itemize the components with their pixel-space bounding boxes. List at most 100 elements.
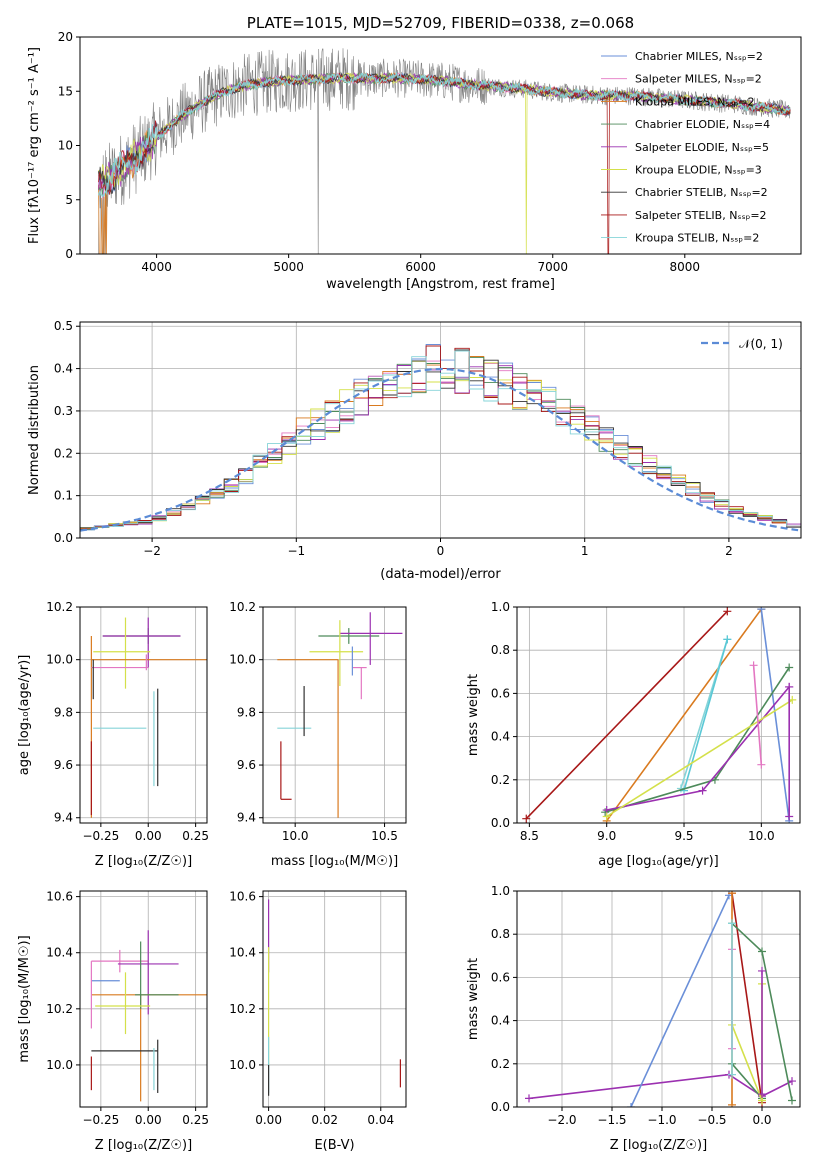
residuals-chart: −2 −1 0 1 2 0.0 0.1 0.2 0.3 0.4 0.5 𝒩(0, 1) (data-mo… bbox=[27, 319, 802, 582]
weight-vs-age-xtick-label: 9.5 bbox=[674, 829, 693, 843]
mass-weight-line bbox=[731, 1024, 763, 1101]
age-vs-Z-xtick-label: 0.00 bbox=[135, 829, 162, 843]
plus-marker bbox=[723, 635, 732, 644]
model-spectrum-line bbox=[98, 72, 791, 200]
weight-vs-Z-plot-area bbox=[517, 891, 800, 1107]
mass-vs-ebv-ytick-label: 10.4 bbox=[229, 946, 256, 960]
plus-marker bbox=[758, 1090, 766, 1099]
weight-vs-age-chart: 8.5 9.0 9.5 10.0 0.0 0.2 0.4 0.6 0.8 1.0 age [log₁… bbox=[466, 600, 801, 869]
age-vs-mass-xtick-label: 10.0 bbox=[282, 829, 309, 843]
mass-vs-Z-ytick-label: 10.6 bbox=[46, 890, 73, 904]
legend-entry: Chabrier MILES, Nₛₛₚ=2 bbox=[635, 50, 763, 63]
weight-vs-Z-ytick-label: 0.4 bbox=[491, 1014, 510, 1028]
spectrum-ytick-label: 15 bbox=[58, 84, 73, 98]
plus-marker bbox=[525, 1094, 533, 1103]
weight-vs-Z-ytick-label: 0.8 bbox=[491, 927, 510, 941]
mass-vs-Z-xtick-label: −0.25 bbox=[82, 1113, 119, 1127]
mass-vs-Z-ytick-label: 10.2 bbox=[46, 1002, 73, 1016]
plus-marker bbox=[758, 947, 766, 956]
mass-vs-ebv-chart: 0.00 0.02 0.04 10.0 10.2 10.4 10.6 E(B-V) bbox=[229, 890, 407, 1153]
error-bar-point bbox=[95, 972, 151, 1035]
residuals-frame bbox=[79, 321, 802, 539]
model-spectrum-line bbox=[98, 71, 791, 197]
age-vs-Z-frame bbox=[79, 606, 208, 824]
age-vs-mass-chart: 10.0 10.5 9.4 9.6 9.8 10.0 10.2 mass [log₁₀(M/M… bbox=[229, 600, 407, 869]
spectrum-plot-area bbox=[97, 48, 791, 254]
mass-vs-ebv-plot-area bbox=[263, 891, 406, 1107]
legend-entry: Kroupa MILES, Nₛₛₚ=2 bbox=[635, 95, 755, 108]
residuals-ytick-label: 0.4 bbox=[54, 362, 73, 376]
residuals-ytick-label: 0.2 bbox=[54, 446, 73, 460]
plus-marker bbox=[785, 812, 794, 821]
plus-marker bbox=[522, 814, 531, 823]
mass-weight-line bbox=[525, 610, 728, 820]
age-vs-Z-xtick-label: −0.25 bbox=[82, 829, 119, 843]
plus-marker bbox=[728, 1100, 736, 1107]
plus-marker bbox=[749, 661, 758, 670]
legend-entry: Chabrier STELIB, Nₛₛₚ=2 bbox=[635, 186, 768, 199]
weight-vs-Z-xtick-label: −0.5 bbox=[697, 1113, 726, 1127]
age-vs-Z-ytick-label: 10.2 bbox=[46, 600, 73, 614]
legend-entry: Salpeter STELIB, Nₛₛₚ=2 bbox=[635, 209, 767, 222]
mass-vs-ebv-xtick-label: 0.04 bbox=[367, 1113, 394, 1127]
age-vs-mass-xlabel: mass [log₁₀(M/M☉)] bbox=[271, 854, 398, 869]
mass-vs-Z-xtick-label: 0.00 bbox=[135, 1113, 162, 1127]
spectrum-xlabel: wavelength [Angstrom, rest frame] bbox=[326, 277, 555, 292]
mass-weight-line bbox=[606, 608, 762, 822]
mass-weight-line bbox=[683, 639, 729, 791]
age-vs-mass-ytick-label: 10.2 bbox=[229, 600, 256, 614]
plus-marker bbox=[757, 760, 766, 769]
mass-vs-Z-plot-area bbox=[80, 891, 207, 1107]
error-bar-point bbox=[277, 659, 339, 818]
age-vs-Z-xtick-label: 0.25 bbox=[182, 829, 209, 843]
weight-vs-Z-xtick-label: 0.0 bbox=[752, 1113, 771, 1127]
mass-weight-line bbox=[630, 894, 730, 1107]
spectrum-ytick-label: 10 bbox=[58, 139, 73, 153]
mass-vs-ebv-xtick-label: 0.00 bbox=[255, 1113, 282, 1127]
mass-vs-ebv-frame bbox=[262, 890, 407, 1108]
mass-vs-ebv-ytick-label: 10.2 bbox=[229, 1002, 256, 1016]
plus-marker bbox=[728, 1070, 736, 1079]
plus-marker bbox=[785, 682, 794, 691]
residuals-ytick-label: 0.1 bbox=[54, 489, 73, 503]
weight-vs-age-xlabel: age [log₁₀(age/yr)] bbox=[598, 854, 719, 869]
spectrum-frame bbox=[79, 36, 802, 255]
error-bar-point bbox=[93, 617, 151, 689]
residuals-xtick-label: −1 bbox=[287, 544, 305, 558]
weight-vs-Z-chart: −2.0 −1.5 −1.0 −0.5 0.0 0.0 0.2 0.4 0.6 0.8 1.0 Z [… bbox=[466, 884, 801, 1153]
mass-weight-line bbox=[606, 699, 793, 818]
error-bar-point bbox=[280, 741, 292, 800]
mass-vs-Z-xlabel: Z [log₁₀(Z/Z☉)] bbox=[95, 1138, 192, 1153]
spectrum-xtick-label: 7000 bbox=[537, 260, 568, 274]
weight-vs-age-xtick-label: 10.0 bbox=[748, 829, 775, 843]
mass-vs-Z-ylabel: mass [log₁₀(M/M☉)] bbox=[17, 935, 32, 1062]
spectrum-ytick-label: 0 bbox=[65, 247, 73, 261]
plus-marker bbox=[602, 812, 611, 821]
weight-vs-Z-xtick-label: −1.5 bbox=[597, 1113, 626, 1127]
residuals-xtick-label: 0 bbox=[437, 544, 445, 558]
age-vs-Z-ytick-label: 10.0 bbox=[46, 653, 73, 667]
error-bar-point bbox=[352, 666, 367, 700]
residuals-xtick-label: −2 bbox=[143, 544, 161, 558]
age-vs-mass-frame bbox=[262, 606, 407, 824]
spectrum-ytick-label: 20 bbox=[58, 30, 73, 44]
mass-vs-Z-xtick-label: 0.25 bbox=[182, 1113, 209, 1127]
mass-weight-line bbox=[528, 1073, 793, 1100]
mass-vs-Z-ytick-label: 10.4 bbox=[46, 946, 73, 960]
error-bar-point bbox=[339, 612, 403, 665]
mass-weight-line bbox=[731, 893, 763, 1103]
age-vs-mass-ytick-label: 9.8 bbox=[237, 705, 256, 719]
plus-marker bbox=[728, 891, 736, 898]
error-bar-point bbox=[309, 620, 364, 687]
error-bar-point bbox=[318, 628, 380, 644]
plus-marker bbox=[788, 1096, 796, 1105]
weight-vs-Z-frame bbox=[516, 890, 801, 1108]
spectrum-title: PLATE=1015, MJD=52709, FIBERID=0338, z=0… bbox=[247, 14, 634, 32]
weight-vs-age-xtick-label: 8.5 bbox=[520, 829, 539, 843]
residuals-ytick-label: 0.5 bbox=[54, 319, 73, 333]
spectrum-xtick-label: 5000 bbox=[273, 260, 304, 274]
mass-weight-line bbox=[731, 1063, 763, 1099]
error-bar-point bbox=[117, 930, 179, 1015]
weight-vs-age-ytick-label: 0.6 bbox=[491, 686, 510, 700]
residual-histogram-line bbox=[80, 350, 801, 531]
